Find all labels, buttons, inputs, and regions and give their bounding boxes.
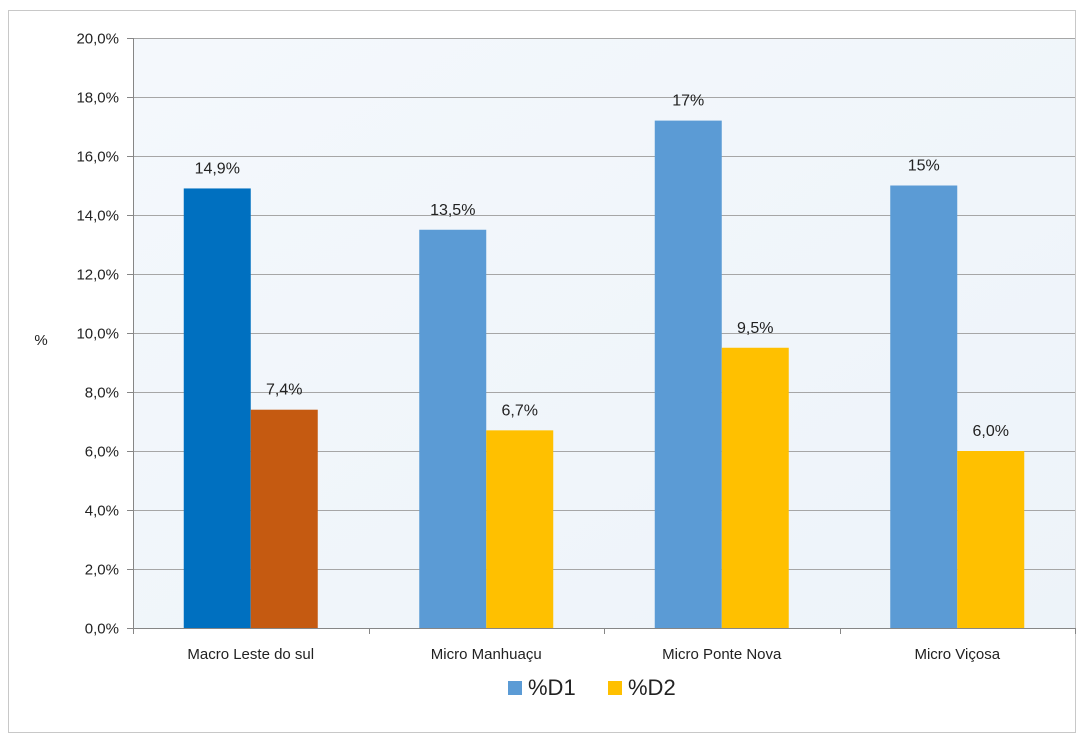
- y-tick-label: 4,0%: [85, 503, 119, 520]
- bar-d2-2: [721, 347, 789, 628]
- y-tick-label: 18,0%: [76, 90, 119, 107]
- legend-label: %D1: [528, 675, 576, 700]
- bar-d1-2: [654, 120, 722, 628]
- y-tick-label: 20,0%: [76, 31, 119, 48]
- bar-d1-0: [183, 188, 251, 628]
- legend: %D1 %D2: [508, 675, 676, 700]
- x-category-label: Macro Leste do sul: [187, 646, 314, 663]
- data-label: 6,0%: [973, 423, 1009, 440]
- y-tick-label: 8,0%: [85, 385, 119, 402]
- data-label: 13,5%: [430, 202, 475, 219]
- bar-d2-0: [250, 409, 318, 628]
- data-labels: 14,9% 7,4% 13,5% 6,7% 17% 9,5% 15% 6,0%: [195, 93, 1009, 440]
- y-tick-label: 10,0%: [76, 326, 119, 343]
- x-category-label: Micro Manhuaçu: [431, 646, 542, 663]
- data-label: 15%: [908, 158, 940, 175]
- y-tick-label: 6,0%: [85, 444, 119, 461]
- data-label: 7,4%: [266, 382, 302, 399]
- x-category-label: Micro Ponte Nova: [662, 646, 782, 663]
- y-tick-label: 14,0%: [76, 208, 119, 225]
- bar-d2-3: [957, 451, 1025, 628]
- data-label: 9,5%: [737, 320, 773, 337]
- bar-d1-3: [890, 185, 958, 628]
- bars: [183, 120, 1025, 628]
- bar-d2-1: [486, 430, 554, 628]
- legend-swatch: [508, 681, 522, 695]
- y-axis-title: %: [34, 332, 47, 349]
- axes: 0,0% 2,0% 4,0% 6,0% 8,0% 10,0% 12,0% 14,0% 16,0%…: [76, 31, 1076, 663]
- legend-swatch: [608, 681, 622, 695]
- y-tick-label: 16,0%: [76, 149, 119, 166]
- data-label: 6,7%: [502, 402, 538, 419]
- y-tick-label: 12,0%: [76, 267, 119, 284]
- x-category-label: Micro Viçosa: [914, 646, 1000, 663]
- y-tick-label: 0,0%: [85, 621, 119, 638]
- bar-d1-1: [419, 229, 487, 628]
- y-tick-label: 2,0%: [85, 562, 119, 579]
- data-label: 14,9%: [195, 160, 240, 177]
- legend-label: %D2: [628, 675, 676, 700]
- data-label: 17%: [672, 93, 704, 110]
